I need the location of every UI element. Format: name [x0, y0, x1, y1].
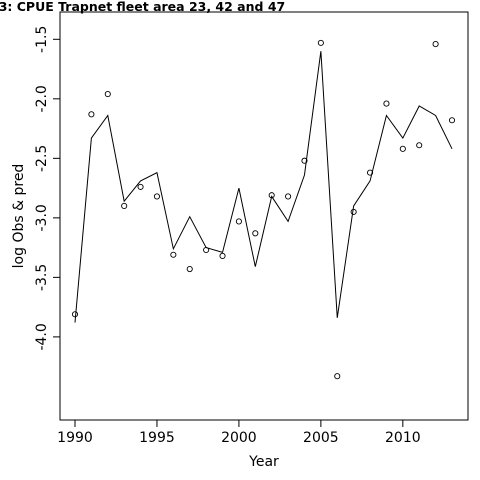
observed-point	[186, 265, 193, 273]
x-tick-label: 2000	[221, 430, 257, 446]
observed-point	[170, 251, 177, 258]
observed-point	[71, 311, 79, 318]
plot-frame	[59, 11, 469, 421]
observed-point	[219, 252, 226, 259]
x-axis-label: Year	[248, 454, 279, 470]
y-tick-label: -1.5	[34, 26, 50, 53]
observed-point	[137, 183, 144, 190]
series-layer	[71, 39, 456, 380]
x-tick-label: 2005	[303, 430, 339, 446]
x-tick-label: 1990	[57, 430, 93, 446]
observed-point	[399, 145, 406, 152]
observed-point	[285, 193, 292, 200]
observed-point	[416, 142, 423, 149]
observed-point	[317, 39, 324, 46]
chart-title: 03: CPUE Trapnet fleet area 23, 42 and 4…	[0, 0, 285, 14]
predicted-line	[74, 51, 453, 323]
y-axis-label: log Obs & pred	[11, 164, 27, 269]
observed-point	[88, 111, 95, 118]
y-axis: -1.5 -2.0 -2.5 -3.0 -3.5 -4.0	[34, 26, 60, 351]
observed-point	[432, 41, 439, 48]
observed-point	[153, 193, 161, 200]
x-axis: 1990 1995 2000 2005 2010	[57, 420, 421, 446]
observed-point	[334, 373, 341, 380]
y-tick-label: -4.0	[34, 323, 50, 350]
observed-point	[383, 100, 390, 107]
observed-point	[121, 202, 128, 209]
observed-point	[350, 208, 357, 215]
observed-point	[104, 91, 111, 98]
observed-point	[301, 157, 308, 164]
y-tick-label: -3.5	[34, 264, 50, 291]
observed-point	[235, 218, 242, 225]
y-tick-label: -2.5	[34, 145, 50, 172]
observed-point	[448, 117, 456, 124]
y-tick-label: -2.0	[34, 85, 50, 112]
x-tick-label: 2010	[385, 430, 421, 446]
y-tick-label: -3.0	[34, 204, 50, 231]
x-tick-label: 1995	[139, 430, 175, 446]
observed-point	[252, 230, 259, 237]
